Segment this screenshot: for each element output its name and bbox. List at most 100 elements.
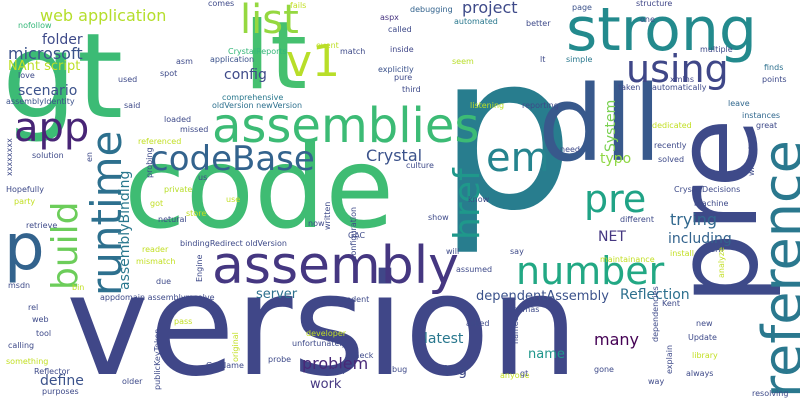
word: problem (302, 354, 369, 373)
word: debugging (410, 5, 453, 14)
word: always (686, 369, 714, 378)
word: bug (392, 365, 408, 374)
word: calling (8, 341, 35, 350)
word: rel (28, 303, 39, 312)
word: application (210, 55, 255, 64)
word: gt (2, 7, 124, 145)
word: microsoft (8, 44, 83, 63)
word: culture (406, 161, 434, 170)
word: lt (244, 2, 307, 111)
word: purposes (42, 387, 79, 396)
word: folder (42, 32, 83, 48)
word: codeBase (150, 139, 315, 179)
word: page (572, 3, 592, 12)
word: analyze (717, 247, 726, 278)
word: use (226, 195, 241, 204)
word: typo (600, 151, 632, 167)
word: assemblyBinding (117, 170, 133, 290)
word: without (747, 145, 756, 176)
word: System (603, 99, 619, 152)
word: p (4, 211, 45, 285)
word: asked (466, 319, 490, 328)
word: pure (394, 73, 413, 82)
word: us (198, 173, 208, 182)
word: config (224, 67, 267, 83)
word: using (626, 47, 729, 91)
word: assumed (456, 265, 493, 274)
word: Update (688, 333, 717, 342)
word: web (32, 315, 49, 324)
word: listening (470, 101, 505, 110)
word: number (516, 249, 665, 293)
word: taken (618, 83, 641, 92)
word: trying (670, 210, 718, 229)
word: GetName (206, 361, 244, 370)
word: msdn (8, 281, 31, 290)
word: tag (444, 363, 467, 379)
word: v1 (286, 36, 341, 87)
word: new (696, 319, 713, 328)
word: structure (636, 0, 673, 8)
word: name (528, 347, 565, 362)
word: pass (174, 317, 193, 326)
word: NAnt script (8, 59, 81, 74)
word: xmlns (670, 75, 694, 84)
word: say (510, 247, 524, 256)
word: show (428, 213, 449, 222)
word: seem (452, 57, 474, 66)
word: dependent (326, 295, 370, 304)
word: different (620, 215, 654, 224)
word: scenario (18, 83, 78, 99)
word: gone (594, 365, 614, 374)
word: spot (160, 69, 178, 78)
word: fails (290, 1, 307, 10)
word: ASP (332, 367, 348, 376)
word: automated (454, 17, 498, 26)
word: something (6, 357, 49, 366)
word: anyone (500, 371, 530, 380)
word: Reflection (620, 287, 690, 303)
word: store (186, 209, 207, 218)
word: called (388, 25, 412, 34)
word: unfortunately (292, 339, 347, 348)
word: code (124, 124, 395, 254)
word: reporting (522, 101, 559, 110)
word: know (468, 195, 490, 204)
word: strong (566, 0, 757, 65)
word: comprehensive (222, 93, 284, 102)
word: library (692, 351, 718, 360)
word: private (164, 185, 193, 194)
word: loaded (164, 115, 192, 124)
word: p (438, 7, 575, 258)
word: tool (36, 329, 52, 338)
word: older (122, 377, 143, 386)
word: project (462, 0, 518, 17)
word: solved (658, 155, 685, 164)
word: third (402, 85, 421, 94)
word: assemblies (212, 98, 480, 154)
word: check (350, 351, 374, 360)
word: reference (751, 140, 800, 398)
word: inside (390, 45, 414, 54)
word: event (316, 41, 339, 50)
word: way (648, 377, 665, 386)
word: developer (306, 329, 347, 338)
word: publicKeyToken (153, 328, 162, 390)
word: explicitly (378, 65, 414, 74)
word: href (447, 168, 488, 240)
word: gt (520, 369, 529, 378)
word: one (640, 15, 655, 24)
word: now (308, 219, 325, 228)
word: web application (40, 6, 167, 25)
word: referenced (138, 137, 182, 146)
word: missed (180, 125, 209, 134)
word: list (240, 0, 299, 43)
word: pre (584, 177, 647, 221)
word: assemblyIdentity (6, 97, 75, 106)
word: CrystalReports (228, 47, 287, 56)
word: automatically (652, 83, 707, 92)
word: great (756, 121, 778, 130)
word: en (85, 152, 94, 162)
word: due (156, 277, 172, 286)
